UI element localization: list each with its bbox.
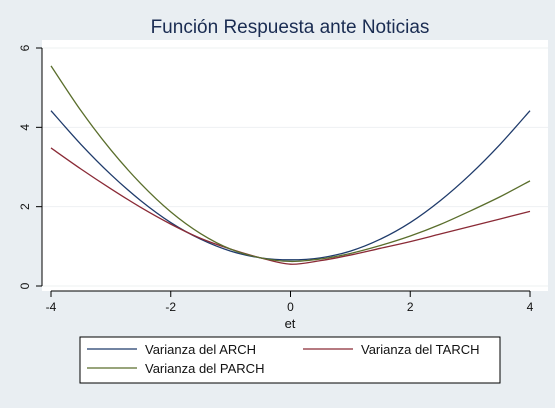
legend-label-3: Varianza del PARCH <box>145 361 264 376</box>
legend: Varianza del ARCH Varianza del TARCH Varia… <box>80 337 500 383</box>
y-tick-label: 0 <box>18 282 32 289</box>
x-tick-label: -2 <box>165 300 176 314</box>
legend-label-1: Varianza del ARCH <box>145 342 256 357</box>
x-tick-label: 2 <box>407 300 414 314</box>
plot-area <box>42 40 548 291</box>
y-tick-label: 4 <box>18 124 32 131</box>
x-tick-label: 4 <box>527 300 534 314</box>
x-axis-label: et <box>285 316 296 331</box>
y-tick-label: 2 <box>18 203 32 210</box>
x-tick-label: -4 <box>46 300 57 314</box>
x-tick-label: 0 <box>287 300 294 314</box>
y-tick-label: 6 <box>18 44 32 51</box>
chart-title: Función Respuesta ante Noticias <box>151 17 430 38</box>
legend-label-2: Varianza del TARCH <box>361 342 480 357</box>
